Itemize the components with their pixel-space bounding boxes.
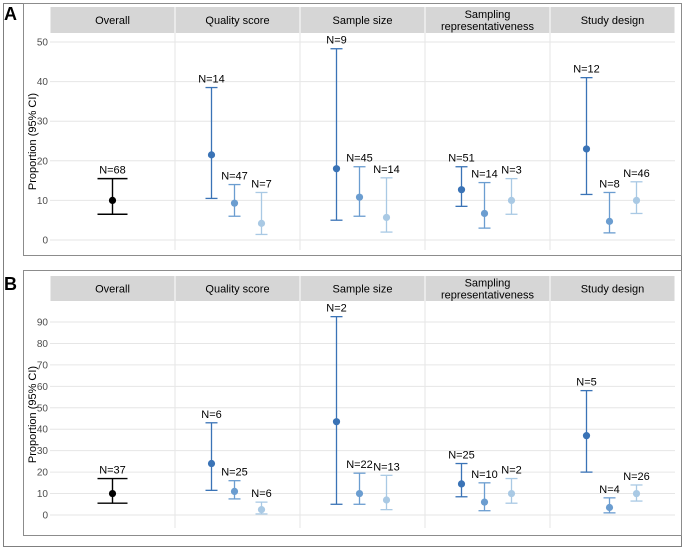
y-tick-label-b-90: 90	[37, 318, 49, 329]
y-tick-label-a-10: 10	[37, 196, 49, 207]
sample-size-label-a-1-0: N=14	[198, 74, 225, 86]
facet-strip-a-0	[50, 7, 175, 33]
sample-size-label-b-1-2: N=6	[251, 488, 272, 500]
point-estimate-a-3-2	[507, 196, 516, 204]
facet-strip-a-2	[300, 7, 425, 33]
point-estimate-b-2-1	[355, 489, 364, 498]
facet-strip-b-4	[550, 276, 675, 301]
y-tick-label-a-50: 50	[37, 38, 49, 49]
facet-title-b-1: Quality score	[205, 284, 269, 296]
sample-size-label-a-3-0: N=51	[448, 153, 475, 165]
facet-strip-b-2	[300, 276, 425, 301]
sample-size-label-a-2-1: N=45	[346, 153, 373, 165]
sample-size-label-b-3-1: N=10	[471, 469, 498, 481]
point-estimate-a-4-1	[605, 217, 614, 225]
y-tick-label-a-40: 40	[37, 77, 49, 88]
facet-strip-a-3	[425, 7, 550, 33]
y-tick-label-a-30: 30	[37, 117, 49, 128]
sample-size-label-b-2-0: N=2	[326, 303, 347, 315]
y-tick-label-b-70: 70	[37, 360, 49, 371]
sample-size-label-b-1-1: N=25	[221, 467, 248, 479]
facet-strip-b-0	[50, 276, 175, 301]
facet-title-a-4: Study design	[581, 15, 645, 27]
sample-size-label-a-4-1: N=8	[599, 178, 620, 190]
point-estimate-a-1-1	[230, 199, 239, 207]
facet-strip-a-1	[175, 7, 300, 33]
sample-size-label-a-1-1: N=47	[221, 171, 248, 183]
facet-title-b-3: Sampling representativeness	[441, 278, 534, 302]
y-tick-label-b-60: 60	[37, 382, 49, 393]
sample-size-label-a-2-2: N=14	[373, 164, 400, 176]
sample-size-label-a-4-2: N=46	[623, 168, 650, 180]
point-estimate-b-1-0	[207, 459, 216, 468]
panel-b-label: B	[4, 274, 17, 294]
point-estimate-a-0-0	[108, 196, 117, 204]
sample-size-label-b-2-2: N=13	[373, 461, 400, 473]
facet-title-b-0: Overall	[95, 284, 130, 296]
y-axis-label-a: Proportion (95% CI)	[27, 93, 39, 190]
point-estimate-a-3-0	[457, 186, 466, 194]
sample-size-label-b-2-1: N=22	[346, 459, 373, 471]
facet-strip-a-4	[550, 7, 675, 33]
panel-a-frame	[23, 3, 682, 256]
point-estimate-b-4-2	[632, 489, 641, 498]
point-estimate-b-3-2	[507, 489, 516, 498]
point-estimate-a-1-0	[207, 151, 216, 159]
facet-title-a-1: Quality score	[205, 15, 269, 27]
y-tick-label-a-20: 20	[37, 156, 49, 167]
facet-title-b-4: Study design	[581, 284, 645, 296]
point-estimate-a-4-2	[632, 196, 641, 204]
y-tick-label-b-10: 10	[37, 489, 49, 500]
point-estimate-b-1-1	[230, 487, 239, 496]
point-estimate-b-4-0	[582, 432, 591, 440]
point-estimate-a-1-2	[257, 219, 266, 227]
point-estimate-a-4-0	[582, 145, 591, 153]
sample-size-label-b-0-0: N=37	[99, 465, 126, 477]
sample-size-label-b-1-0: N=6	[201, 409, 222, 421]
y-tick-label-b-30: 30	[37, 446, 49, 457]
sample-size-label-a-3-1: N=14	[471, 169, 498, 181]
facet-title-a-2: Sample size	[333, 15, 393, 27]
sample-size-label-a-0-0: N=68	[99, 165, 126, 177]
facet-title-b-2: Sample size	[333, 284, 393, 296]
point-estimate-a-2-0	[332, 165, 341, 173]
sample-size-label-b-4-2: N=26	[623, 471, 650, 483]
sample-size-label-b-4-1: N=4	[599, 484, 620, 496]
point-estimate-b-2-2	[382, 496, 391, 504]
y-tick-label-b-40: 40	[37, 425, 49, 436]
point-estimate-b-4-1	[605, 503, 614, 512]
y-axis-label-b: Proportion (95% CI)	[27, 366, 39, 463]
y-tick-label-b-20: 20	[37, 468, 49, 479]
y-tick-label-a-0: 0	[42, 236, 48, 247]
point-estimate-b-0-0	[108, 489, 117, 498]
panel-a-label: A	[4, 4, 17, 24]
facet-strip-b-1	[175, 276, 300, 301]
y-tick-label-b-50: 50	[37, 403, 49, 414]
sample-size-label-a-2-0: N=9	[326, 35, 347, 47]
point-estimate-b-2-0	[332, 418, 341, 426]
panel-b-frame	[23, 270, 682, 536]
y-tick-label-b-80: 80	[37, 339, 49, 350]
sample-size-label-b-3-0: N=25	[448, 450, 475, 462]
sample-size-label-b-3-2: N=2	[501, 465, 522, 477]
facet-strip-b-3	[425, 276, 550, 301]
point-estimate-b-3-1	[480, 498, 489, 506]
sample-size-label-b-4-0: N=5	[576, 377, 597, 389]
sample-size-label-a-3-2: N=3	[501, 165, 522, 177]
facet-title-a-3: Sampling representativeness	[441, 9, 534, 33]
point-estimate-b-3-0	[457, 480, 466, 488]
point-estimate-b-1-2	[257, 506, 266, 514]
sample-size-label-a-1-2: N=7	[251, 178, 272, 190]
point-estimate-a-2-1	[355, 193, 364, 201]
facet-title-a-0: Overall	[95, 15, 130, 27]
point-estimate-a-2-2	[382, 213, 391, 222]
y-tick-label-b-0: 0	[42, 511, 48, 522]
point-estimate-a-3-1	[480, 209, 489, 218]
sample-size-label-a-4-0: N=12	[573, 64, 600, 76]
